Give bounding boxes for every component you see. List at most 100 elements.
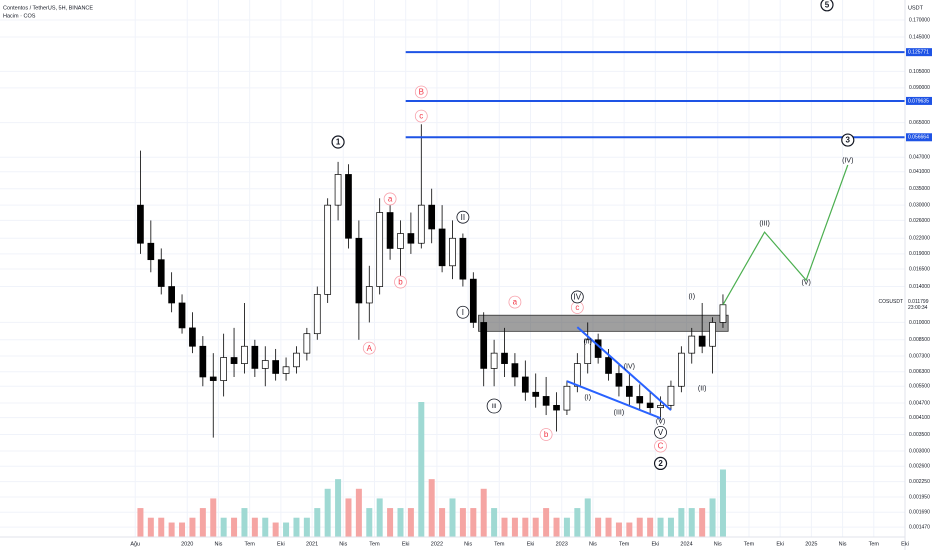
volume-bar [678,508,685,537]
volume-bar [199,508,206,537]
wave-circle [414,109,428,123]
x-tick-label: Tem [369,541,380,547]
wave-label: (III) [759,220,770,227]
volume-bar [574,508,581,537]
volume-bar [293,517,300,537]
projection-line [722,164,849,306]
candle-body [137,204,144,244]
candle-body [532,391,540,397]
volume-bar [449,498,456,537]
wave-circle [456,210,470,224]
volume-bar [366,508,373,537]
candle-body [386,212,394,249]
wave-circle [414,85,428,99]
candle-body [345,174,352,239]
volume-bar [709,498,716,537]
volume-bar [179,522,186,537]
x-tick-label: 2023 [556,541,568,547]
y-tick-label: 0.105000 [909,69,930,75]
wave-circle [383,192,397,206]
x-tick-label: 2020 [181,541,193,547]
volume-bar [532,517,539,537]
volume-bar [189,517,196,537]
wave-label: 3 [846,136,851,145]
volume-bar [168,522,175,537]
y-tick-label: 0.019000 [909,251,930,257]
volume-bar [231,517,238,537]
candle-body [209,376,217,381]
candle-body [428,204,436,230]
wave-circle [362,341,376,355]
x-tick-label: Nis [339,541,347,547]
y-tick-label: 0.014000 [909,284,930,290]
wave-label: (V) [656,419,665,426]
candle-body [625,385,633,397]
volume-bar [563,517,570,537]
candle-body [490,352,498,369]
candle-body [678,352,685,387]
y-tick-label: 0.004100 [909,415,930,421]
wave-label: 1 [336,138,341,147]
volume-label: Hacim · COS [3,13,36,19]
candle-body [709,322,716,347]
candle-body [282,366,290,374]
candle-body [449,237,456,267]
wave-label: V [658,428,664,437]
y-tick-label: 0.002600 [909,464,930,470]
y-tick-label: 0.006300 [909,369,930,375]
candle-body [199,345,207,378]
chart-title: Contentos / TetherUS, 5H, BINANCE [3,5,93,11]
last-price-label: 0.011799 [908,299,929,305]
candle-body [157,259,165,287]
candle-body [365,286,373,304]
wave-circle [841,133,855,147]
y-tick-label: 0.170000 [909,17,930,23]
wave-label: (III) [614,410,625,417]
candle-body [521,376,529,393]
volume-bar [251,517,258,537]
x-tick-label: 2021 [306,541,318,547]
volume-bar [636,517,643,537]
wave-label: B [419,88,424,97]
level-tag [906,133,932,142]
volume-bar [220,517,227,537]
volume-bar [335,479,342,537]
candle-body [563,385,571,411]
candle-body [511,363,519,378]
level-tag [906,96,932,105]
candle-body [636,396,644,404]
y-tick-label: 0.035000 [909,186,930,192]
volume-bar [688,508,695,537]
volume-bar [376,498,383,537]
candle-body [417,204,425,244]
wave-label: c [575,303,579,312]
volume-bar [459,508,466,537]
wave-label: A [367,344,373,353]
volume-bar [303,517,310,537]
volume-bar [272,522,279,537]
volume-bar [283,522,290,537]
y-tick-label: 0.010000 [909,320,930,326]
volume-bar [407,508,414,537]
x-tick-label: Tem [869,541,880,547]
x-tick-label: Tem [494,541,505,547]
y-tick-label: 0.030000 [909,202,930,208]
x-tick-label: Nis [214,541,222,547]
volume-bar [210,498,217,537]
wave-circle [486,398,502,414]
candle-body [688,335,696,354]
volume-bar [584,498,591,537]
y-tick-label: 0.047000 [909,155,930,161]
wave-label: (II) [583,338,592,345]
price-axis [905,0,932,550]
candle-body [573,363,581,387]
wave-circle [820,0,834,12]
volume-bar [657,517,664,537]
y-tick-label: 0.005500 [909,384,930,390]
x-tick-label: Eki [527,541,535,547]
volume-bar [158,517,165,537]
level-tag [906,48,932,57]
level-label: 0.079635 [908,98,929,104]
x-tick-label: Nis [714,541,722,547]
candle-body [241,345,248,364]
